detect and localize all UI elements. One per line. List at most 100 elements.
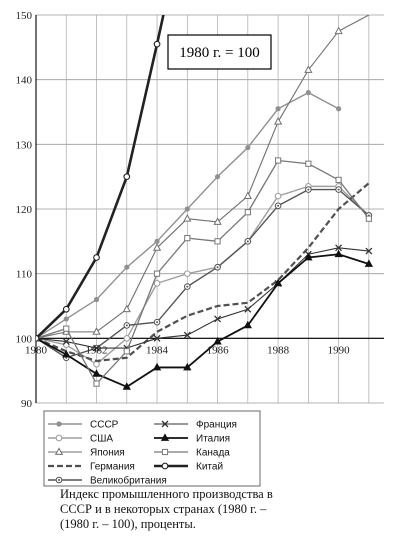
series-8-point (62, 305, 70, 313)
series-5-line (36, 247, 369, 349)
series-0-point (184, 206, 190, 212)
series-2-point (122, 304, 131, 313)
base-note-border (167, 34, 272, 70)
legend: СССР США Япония Германия Великобритания Франц… (43, 410, 261, 487)
series-8-point (36, 334, 40, 342)
series-4-point-core (307, 188, 310, 191)
x-tick-label: 1988 (267, 344, 290, 356)
series-5-point (365, 247, 373, 255)
series-6-point (243, 320, 252, 329)
y-tick-label: 110 (16, 269, 33, 281)
series-4-point (123, 322, 131, 329)
series-2-point (304, 65, 313, 73)
series-1-point (123, 334, 131, 342)
legend-swatch-marker (160, 433, 170, 441)
series-4-point-core (246, 240, 249, 243)
legend-swatch-marker (161, 420, 169, 428)
series-7-point (244, 209, 251, 216)
y-tick-label: 130 (16, 139, 33, 151)
x-tick-label: 1990 (328, 344, 351, 356)
y-tick-label: 150 (16, 10, 33, 22)
series-7-point (365, 215, 372, 222)
series-7-point (123, 348, 130, 355)
y-tick-label: 120 (16, 204, 33, 216)
series-6-point (304, 252, 313, 261)
series-6-point (92, 369, 101, 377)
series-8-point (93, 254, 100, 261)
legend-item: Канада (154, 448, 230, 459)
tick-labels: 90 100 110 120 130 140 150 1980 1982 1984 1986 1988… (16, 10, 351, 410)
legend-label: Германия (90, 462, 135, 473)
legend-swatch-marker (55, 476, 63, 484)
series-7-point (305, 160, 312, 167)
series-2-point (152, 243, 162, 251)
series-7-point (274, 157, 282, 164)
y-tick-label: 140 (16, 75, 33, 87)
series-2-point (243, 191, 252, 199)
series-8-line (36, 15, 165, 340)
series-4-point (274, 202, 282, 210)
series-4-point-core (156, 321, 159, 324)
caption-line-2: СССР и в некоторых странах (1980 г. – (60, 502, 267, 516)
legend-item: США (48, 434, 113, 445)
series-6-point (152, 362, 162, 371)
series-0-point (305, 90, 311, 96)
series-2-point (213, 217, 222, 225)
series-6-point (122, 382, 131, 390)
legend-label: Канада (196, 448, 230, 459)
x-tick-label: 1982 (86, 344, 108, 356)
legend-label: Франция (196, 420, 237, 431)
series-6-point (213, 336, 222, 345)
legend-item: СССР (48, 420, 119, 431)
series-0-point (214, 174, 221, 180)
series-4-point-core (125, 324, 128, 327)
series-0-point (275, 106, 281, 112)
series-7-point (335, 176, 342, 184)
series-4-point (214, 263, 221, 271)
legend-swatch-marker (54, 447, 64, 455)
series-1-point (93, 360, 100, 368)
x-tick-label: 1984 (146, 344, 169, 356)
legend-label: СССР (90, 420, 119, 431)
base-note-label: 1980 г. = 100 (179, 45, 259, 61)
y-tick-label: 100 (16, 333, 33, 345)
y-tick-label: 90 (21, 398, 33, 410)
legend-item: Китай (154, 462, 223, 473)
series-0-point (336, 106, 342, 112)
series-6-point (62, 349, 71, 358)
series-2-point (334, 26, 343, 35)
series-4-point-core (337, 188, 340, 191)
series-3-group (36, 182, 370, 363)
series-1-point (274, 192, 282, 200)
series-2-line (36, 15, 370, 339)
series-6-point (334, 249, 343, 258)
series-6-point (183, 362, 192, 371)
legend-item: Франция (154, 420, 237, 431)
series-7-point (184, 235, 191, 242)
legend-item: Италия (154, 433, 230, 445)
series-7-point (93, 380, 100, 387)
legend-swatch-marker (56, 421, 62, 427)
series-8-group (36, 15, 165, 342)
series-5-point (214, 315, 222, 323)
series-8-point (153, 40, 161, 48)
series-6-point (364, 259, 374, 267)
series-5-point (93, 344, 100, 352)
caption-line-3: (1980 г. – 100), проценты. (60, 517, 196, 531)
series-5-point (244, 305, 252, 313)
legend-item: Германия (48, 462, 135, 473)
series-4-point-core (216, 266, 219, 269)
series-5-point (153, 334, 161, 342)
legend-item: Великобритания (48, 475, 167, 487)
series-4-point-core (277, 204, 280, 207)
series-0-point (93, 296, 100, 303)
series-7-point (214, 238, 221, 245)
legend-swatch-marker (55, 434, 63, 442)
legend-swatch-marker (161, 462, 169, 470)
series-0-point (124, 264, 130, 270)
series-1-line (36, 185, 370, 365)
series-4-line (36, 188, 370, 359)
series-4-point (244, 238, 252, 245)
series-1-group (36, 183, 373, 368)
